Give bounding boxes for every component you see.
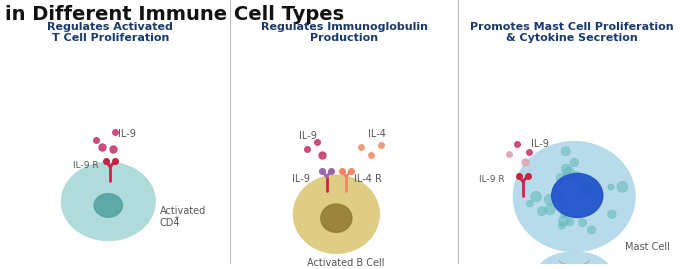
- Ellipse shape: [558, 193, 566, 200]
- Text: +: +: [173, 215, 179, 221]
- Ellipse shape: [552, 174, 603, 218]
- Ellipse shape: [538, 207, 546, 216]
- Ellipse shape: [561, 211, 568, 218]
- Ellipse shape: [588, 187, 597, 196]
- Ellipse shape: [94, 194, 122, 217]
- Text: IL-4: IL-4: [368, 129, 386, 139]
- Ellipse shape: [582, 185, 592, 194]
- Ellipse shape: [579, 188, 588, 197]
- Text: IL-9 R: IL-9 R: [73, 161, 99, 170]
- Text: Activated B Cell: Activated B Cell: [307, 257, 385, 267]
- Text: Regulates Immunoglobulin
Production: Regulates Immunoglobulin Production: [260, 22, 428, 43]
- Ellipse shape: [579, 219, 587, 227]
- Text: Promotes Mast Cell Proliferation
& Cytokine Secretion: Promotes Mast Cell Proliferation & Cytok…: [470, 22, 674, 43]
- Ellipse shape: [558, 222, 566, 229]
- Ellipse shape: [513, 141, 635, 252]
- Text: IL-9: IL-9: [299, 131, 317, 141]
- Ellipse shape: [563, 198, 570, 204]
- Text: Regulates Activated
T Cell Proliferation: Regulates Activated T Cell Proliferation: [48, 22, 173, 43]
- Ellipse shape: [321, 204, 352, 232]
- Ellipse shape: [561, 200, 569, 208]
- Text: IL-9: IL-9: [118, 129, 136, 139]
- Ellipse shape: [570, 158, 579, 167]
- Text: IL-9: IL-9: [292, 174, 310, 184]
- Ellipse shape: [587, 226, 596, 234]
- Text: Activated
CD4: Activated CD4: [160, 206, 206, 228]
- Ellipse shape: [293, 175, 379, 254]
- Ellipse shape: [61, 162, 155, 241]
- Ellipse shape: [617, 181, 628, 192]
- Ellipse shape: [559, 216, 569, 226]
- Ellipse shape: [572, 172, 582, 181]
- Ellipse shape: [545, 194, 555, 205]
- Ellipse shape: [555, 194, 564, 202]
- Text: Mast Cell: Mast Cell: [625, 242, 670, 252]
- Ellipse shape: [561, 147, 570, 156]
- Ellipse shape: [537, 252, 612, 269]
- Text: in Different Immune Cell Types: in Different Immune Cell Types: [5, 5, 344, 24]
- Text: IL-9: IL-9: [531, 140, 549, 150]
- Ellipse shape: [564, 167, 575, 178]
- Ellipse shape: [585, 183, 594, 192]
- Text: IL-4 R: IL-4 R: [354, 174, 382, 184]
- Ellipse shape: [566, 218, 573, 226]
- Ellipse shape: [608, 184, 614, 190]
- Ellipse shape: [531, 191, 541, 202]
- Ellipse shape: [545, 204, 555, 215]
- Ellipse shape: [608, 210, 616, 218]
- Ellipse shape: [556, 174, 565, 182]
- Ellipse shape: [561, 164, 571, 174]
- Ellipse shape: [526, 200, 533, 207]
- Text: IL-9 R: IL-9 R: [479, 175, 505, 184]
